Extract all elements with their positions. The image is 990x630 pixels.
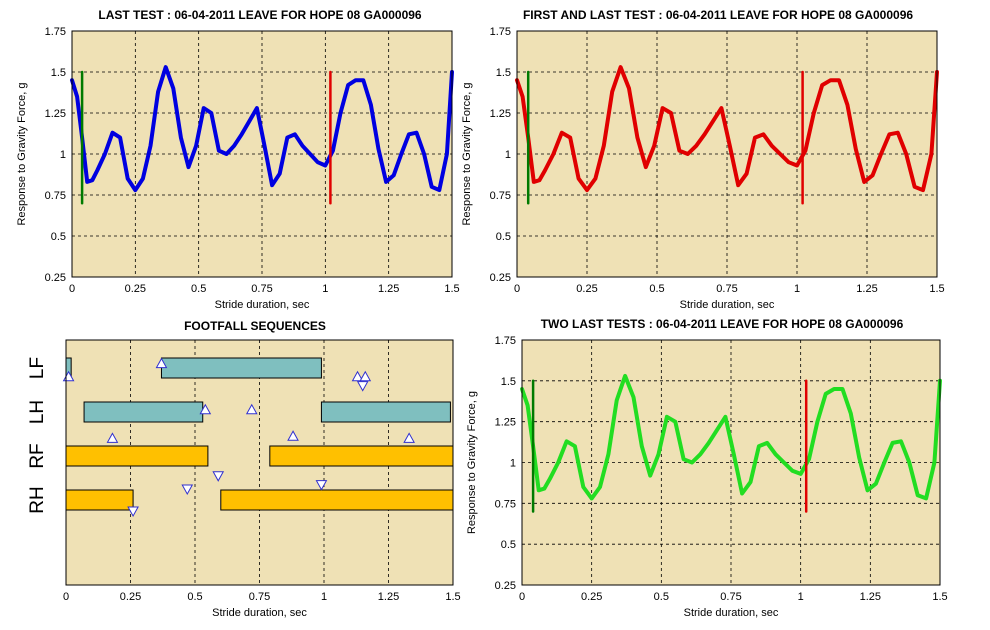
hoof-marker-down <box>212 471 225 482</box>
hoof-marker-up <box>199 403 212 415</box>
plot-frame <box>71 30 453 278</box>
x-axis-label: Stride duration, sec <box>212 607 307 619</box>
x-tick-label: 1.25 <box>860 591 881 603</box>
y-tick-label: 0.5 <box>496 231 511 243</box>
plot-frame <box>65 339 454 586</box>
y-tick-label: 1.5 <box>51 67 66 79</box>
row-label-lh: LH <box>27 400 48 424</box>
footfall-bar-rh <box>220 489 454 511</box>
y-axis-label: Response to Gravity Force, g <box>461 82 473 225</box>
panel-footfall-sequences: 0 0.25 0.5 0.75 1 1.25 1.5 LF LH RF RH FOOTFALL SEQ… <box>27 319 461 619</box>
panel-first-and-last-test: 0 0.25 0.5 0.75 1 1.25 1.50.250.50.7511.251.51… <box>461 8 945 311</box>
hoof-marker-up <box>155 357 168 369</box>
x-tick-label: 0.25 <box>581 591 602 603</box>
x-tick-label: 1.5 <box>445 591 460 603</box>
chart-title: FIRST AND LAST TEST : 06-04-2011 LEAVE F… <box>523 8 913 22</box>
y-tick-label: 0.5 <box>501 539 516 551</box>
x-tick-label: 1 <box>321 591 327 603</box>
y-tick-label: 0.75 <box>490 190 511 202</box>
footfall-bar-rf <box>269 445 454 467</box>
x-tick-label: 0.75 <box>716 283 737 295</box>
x-tick-label: 0.25 <box>120 591 141 603</box>
y-tick-label: 1.5 <box>496 67 511 79</box>
row-label-rf: RF <box>27 443 48 468</box>
x-tick-label: 0.5 <box>191 283 206 295</box>
chart-title: TWO LAST TESTS : 06-04-2011 LEAVE FOR HO… <box>541 317 904 331</box>
x-tick-label: 1.5 <box>932 591 947 603</box>
y-tick-label: 0.75 <box>495 498 516 510</box>
x-axis-label: Stride duration, sec <box>680 299 775 311</box>
y-axis-label: Response to Gravity Force, g <box>466 391 478 534</box>
hoof-marker-up <box>287 430 299 441</box>
y-tick-label: 1.5 <box>501 376 516 388</box>
hoof-marker-up <box>403 432 415 443</box>
hoof-marker-up <box>351 370 364 382</box>
y-tick-label: 0.5 <box>51 231 66 243</box>
y-axis-label: Response to Gravity Force, g <box>16 82 28 225</box>
x-tick-label: 0.5 <box>649 283 664 295</box>
panel-last-test: 0 0.25 0.5 0.75 1 1.25 1.50.250.50.7511.251.51… <box>16 8 460 311</box>
y-tick-label: 1.75 <box>490 26 511 38</box>
x-tick-label: 1.25 <box>856 283 877 295</box>
y-tick-label: 1.75 <box>495 335 516 347</box>
footfall-bar-lf <box>160 357 322 379</box>
y-tick-label: 1.25 <box>45 108 66 120</box>
x-tick-label: 0.25 <box>576 283 597 295</box>
footfall-bar-rh <box>65 489 134 511</box>
row-label-rh: RH <box>27 486 48 513</box>
footfall-bar-rf <box>65 445 209 467</box>
y-tick-label: 0.75 <box>45 190 66 202</box>
x-tick-label: 1 <box>798 591 804 603</box>
chart-title: FOOTFALL SEQUENCES <box>184 319 326 333</box>
hoof-marker-down <box>127 506 139 518</box>
hoof-marker-up <box>245 403 258 415</box>
row-label-lf: LF <box>27 357 48 379</box>
x-tick-label: 1.25 <box>378 591 399 603</box>
plot-frame <box>516 30 938 278</box>
chart-title: LAST TEST : 06-04-2011 LEAVE FOR HOPE 08… <box>98 8 422 22</box>
y-tick-label: 1.25 <box>495 417 516 429</box>
x-tick-label: 0.75 <box>249 591 270 603</box>
x-tick-label: 1 <box>322 283 328 295</box>
response-series-line <box>70 65 454 193</box>
x-tick-label: 1.25 <box>378 283 399 295</box>
hoof-marker-down <box>356 381 369 392</box>
x-axis-label: Stride duration, sec <box>215 299 310 311</box>
x-tick-label: 1.5 <box>444 283 459 295</box>
footfall-bar-lh <box>320 401 451 423</box>
panel-two-last-tests: 0 0.25 0.5 0.75 1 1.25 1.50.250.50.7511.251.51… <box>466 317 948 619</box>
hoof-marker-up <box>359 370 372 382</box>
x-tick-label: 0 <box>514 283 520 295</box>
x-tick-label: 0 <box>69 283 75 295</box>
x-tick-label: 0.5 <box>654 591 669 603</box>
x-tick-label: 0 <box>519 591 525 603</box>
y-tick-label: 0.25 <box>490 272 511 284</box>
x-tick-label: 1 <box>794 283 800 295</box>
x-tick-label: 0.25 <box>125 283 146 295</box>
x-tick-label: 0.5 <box>187 591 202 603</box>
y-tick-label: 0.25 <box>495 580 516 592</box>
x-tick-label: 0 <box>63 591 69 603</box>
x-tick-label: 0.75 <box>720 591 741 603</box>
x-tick-label: 0.75 <box>251 283 272 295</box>
x-axis-label: Stride duration, sec <box>684 607 779 619</box>
y-tick-label: 1 <box>505 149 511 161</box>
y-tick-label: 1.75 <box>45 26 66 38</box>
response-series-line <box>515 65 939 193</box>
y-tick-label: 0.25 <box>45 272 66 284</box>
y-tick-label: 1 <box>60 149 66 161</box>
response-series-line <box>520 373 942 501</box>
footfall-bar-lh <box>83 401 204 423</box>
y-tick-label: 1.25 <box>490 108 511 120</box>
x-tick-label: 1.5 <box>929 283 944 295</box>
y-tick-label: 1 <box>510 458 516 470</box>
hoof-marker-down <box>315 480 328 491</box>
plot-frame <box>521 339 941 586</box>
hoof-marker-up <box>106 432 119 443</box>
hoof-marker-down <box>181 484 194 496</box>
